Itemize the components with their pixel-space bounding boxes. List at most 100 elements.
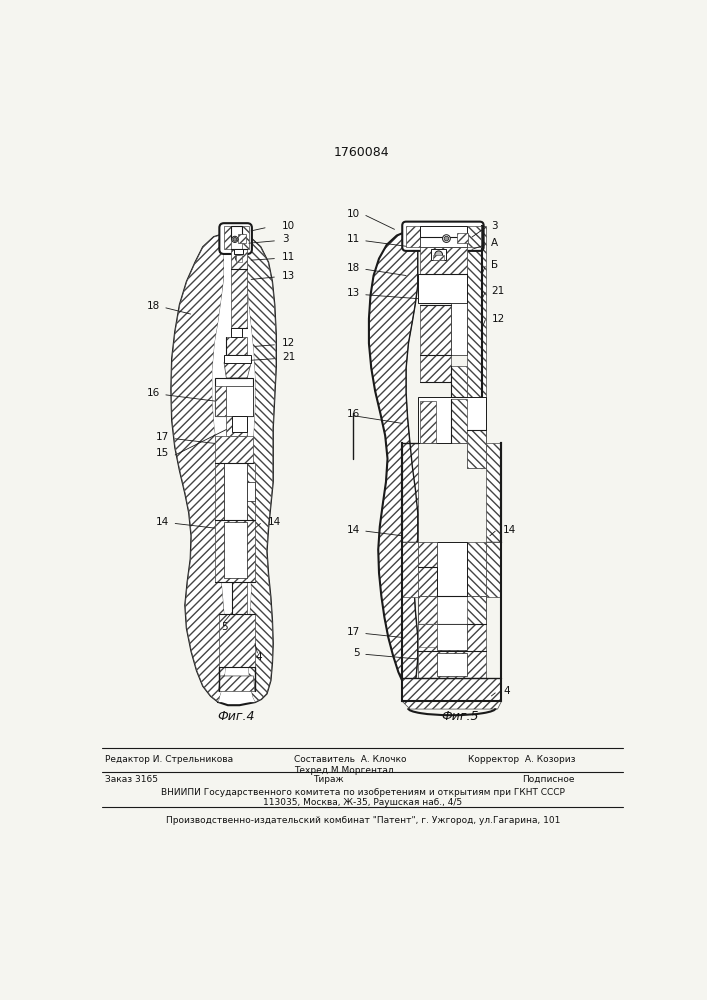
Text: 5: 5: [353, 648, 360, 658]
Circle shape: [233, 237, 237, 241]
Polygon shape: [418, 542, 437, 567]
Polygon shape: [418, 397, 486, 443]
Polygon shape: [420, 226, 467, 237]
Text: 16: 16: [346, 409, 360, 419]
Text: 16: 16: [146, 388, 160, 398]
Text: 5: 5: [222, 622, 228, 632]
Polygon shape: [226, 386, 253, 416]
Polygon shape: [231, 226, 242, 239]
Polygon shape: [215, 378, 253, 416]
Polygon shape: [467, 226, 481, 247]
Circle shape: [443, 235, 450, 242]
Text: А: А: [491, 238, 498, 248]
Polygon shape: [247, 482, 255, 501]
Polygon shape: [215, 386, 226, 416]
Polygon shape: [224, 363, 251, 378]
Polygon shape: [418, 596, 437, 624]
Polygon shape: [451, 399, 467, 443]
FancyBboxPatch shape: [219, 223, 252, 254]
Polygon shape: [224, 522, 247, 578]
Text: 15: 15: [156, 448, 169, 458]
Circle shape: [444, 236, 449, 241]
Polygon shape: [226, 416, 247, 436]
Text: Производственно-издательский комбинат "Патент", г. Ужгород, ул.Гагарина, 101: Производственно-издательский комбинат "П…: [165, 816, 560, 825]
Text: 21: 21: [491, 286, 505, 296]
Text: 3: 3: [282, 234, 288, 244]
Polygon shape: [437, 624, 467, 650]
Polygon shape: [437, 542, 467, 596]
Polygon shape: [215, 463, 224, 520]
Text: 12: 12: [282, 338, 296, 348]
Polygon shape: [418, 542, 437, 596]
FancyBboxPatch shape: [402, 222, 484, 251]
Polygon shape: [215, 520, 255, 582]
Polygon shape: [247, 463, 255, 520]
Polygon shape: [402, 678, 501, 701]
Polygon shape: [451, 366, 467, 397]
Text: 4: 4: [503, 686, 510, 696]
Polygon shape: [224, 355, 251, 363]
Polygon shape: [420, 355, 451, 382]
Polygon shape: [486, 542, 501, 597]
Text: Корректор  А. Козориз: Корректор А. Козориз: [468, 755, 575, 764]
Polygon shape: [231, 328, 242, 337]
Text: 18: 18: [346, 263, 360, 273]
Polygon shape: [418, 624, 437, 647]
Polygon shape: [402, 701, 501, 709]
Polygon shape: [224, 463, 247, 520]
Text: Заказ 3165: Заказ 3165: [105, 774, 158, 784]
Polygon shape: [418, 596, 486, 624]
Polygon shape: [467, 542, 486, 596]
Polygon shape: [406, 226, 420, 247]
Polygon shape: [235, 255, 242, 262]
Polygon shape: [231, 269, 247, 328]
Text: 14: 14: [268, 517, 281, 527]
Polygon shape: [402, 443, 418, 542]
Text: 1760084: 1760084: [334, 146, 390, 159]
Text: 17: 17: [156, 432, 169, 442]
Polygon shape: [224, 226, 231, 249]
Text: Фиг.5: Фиг.5: [442, 710, 479, 723]
Text: 14: 14: [503, 525, 516, 535]
Polygon shape: [218, 614, 255, 667]
Text: 18: 18: [146, 301, 160, 311]
Polygon shape: [369, 232, 418, 696]
Circle shape: [235, 256, 242, 262]
Polygon shape: [433, 255, 444, 260]
Polygon shape: [420, 401, 436, 443]
Text: 4: 4: [255, 652, 262, 662]
Polygon shape: [486, 443, 501, 542]
Polygon shape: [402, 542, 418, 597]
Polygon shape: [431, 249, 446, 260]
Text: 10: 10: [346, 209, 360, 219]
Text: Составитель  А. Клочко
Техред М.Моргентал: Составитель А. Клочко Техред М.Моргентал: [293, 755, 407, 775]
Polygon shape: [437, 653, 467, 676]
Polygon shape: [457, 233, 468, 243]
Polygon shape: [420, 237, 467, 247]
Text: Редактор И. Стрельникова: Редактор И. Стрельникова: [105, 755, 233, 764]
Polygon shape: [171, 234, 226, 702]
Text: 3: 3: [491, 221, 498, 231]
Polygon shape: [467, 596, 486, 624]
Text: Тираж: Тираж: [313, 774, 344, 784]
Polygon shape: [467, 226, 486, 468]
Polygon shape: [240, 234, 276, 702]
Circle shape: [232, 236, 238, 242]
Polygon shape: [232, 582, 247, 614]
Text: 113035, Москва, Ж-35, Раушская наб., 4/5: 113035, Москва, Ж-35, Раушская наб., 4/5: [263, 798, 462, 807]
Text: 10: 10: [282, 221, 296, 231]
Polygon shape: [418, 651, 486, 678]
Text: 14: 14: [156, 517, 169, 527]
Text: 14: 14: [346, 525, 360, 535]
Polygon shape: [418, 274, 467, 303]
Polygon shape: [171, 234, 276, 705]
Text: 12: 12: [491, 314, 505, 324]
Polygon shape: [418, 624, 486, 651]
Text: 17: 17: [346, 627, 360, 637]
Text: Подписное: Подписное: [522, 774, 575, 784]
Polygon shape: [238, 234, 246, 243]
Polygon shape: [242, 226, 249, 249]
Polygon shape: [231, 249, 247, 269]
Polygon shape: [467, 430, 486, 468]
Polygon shape: [232, 416, 247, 432]
